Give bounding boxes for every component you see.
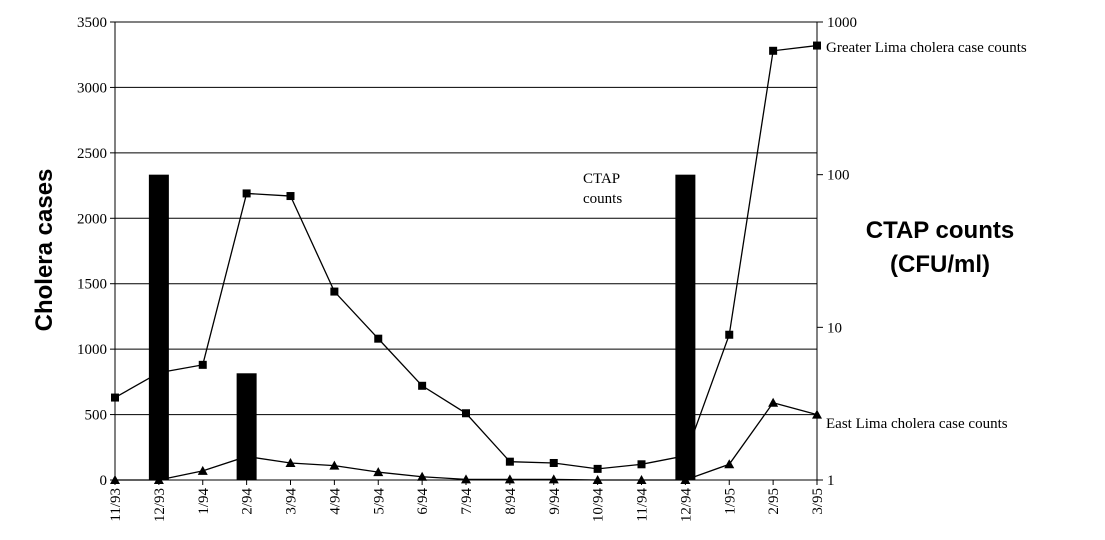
x-tick-label: 11/94 xyxy=(635,488,651,522)
marker xyxy=(154,368,163,377)
marker xyxy=(373,467,384,477)
bar xyxy=(148,174,169,480)
marker xyxy=(153,475,164,484)
y-tick-label: 1000 xyxy=(77,342,107,358)
series-label: CTAP counts xyxy=(583,171,622,207)
y2-tick-label: 1 xyxy=(827,473,835,489)
marker xyxy=(680,475,691,484)
x-tick-label: 12/94 xyxy=(678,488,694,523)
marker xyxy=(812,409,822,419)
x-tick-label: 2/94 xyxy=(240,488,256,515)
marker xyxy=(681,451,690,460)
marker xyxy=(769,46,778,55)
marker xyxy=(549,458,558,467)
marker xyxy=(330,287,339,296)
marker xyxy=(197,465,208,475)
x-tick-label: 3/94 xyxy=(284,488,300,515)
x-tick-label: 11/93 xyxy=(108,488,124,522)
marker xyxy=(285,457,296,467)
series-label: counts xyxy=(583,191,622,207)
marker xyxy=(329,460,340,470)
marker xyxy=(286,192,295,201)
marker xyxy=(462,409,470,418)
marker xyxy=(110,475,120,484)
y-tick-label: 0 xyxy=(100,473,108,489)
marker xyxy=(593,464,602,473)
x-tick-label: 12/93 xyxy=(152,488,168,522)
y-tick-label: 500 xyxy=(85,408,108,424)
y2-tick-label: 1000 xyxy=(827,15,857,31)
marker xyxy=(242,189,251,198)
marker xyxy=(725,330,734,339)
marker xyxy=(198,360,207,369)
x-tick-label: 1/95 xyxy=(722,488,738,515)
line xyxy=(114,44,818,470)
x-tick-label: 9/94 xyxy=(547,488,563,515)
y2-tick-label: 100 xyxy=(827,168,850,184)
x-tick-label: 1/94 xyxy=(196,488,212,515)
y-tick-label: 3500 xyxy=(77,15,107,31)
marker xyxy=(637,460,646,469)
y2-axis-title: (CFU/ml) xyxy=(890,251,990,278)
marker xyxy=(724,459,735,469)
marker xyxy=(813,41,821,50)
x-tick-label: 4/94 xyxy=(327,488,343,515)
series-label: East Lima cholera case counts xyxy=(826,416,1008,432)
marker xyxy=(505,457,514,466)
marker xyxy=(461,474,471,484)
series-label: Greater Lima cholera case counts xyxy=(826,40,1027,56)
bar xyxy=(675,174,696,480)
y2-tick-label: 10 xyxy=(827,320,842,336)
y-axis-title: Cholera cases xyxy=(31,169,58,332)
marker xyxy=(768,397,779,407)
x-tick-label: 5/94 xyxy=(371,488,387,515)
marker xyxy=(418,381,427,390)
marker xyxy=(111,393,119,402)
y-tick-label: 2500 xyxy=(77,146,107,162)
marker xyxy=(592,475,603,484)
y-tick-label: 3000 xyxy=(77,80,107,96)
marker xyxy=(417,471,428,481)
y-tick-label: 2000 xyxy=(77,211,107,227)
y-tick-label: 1500 xyxy=(77,277,107,293)
marker xyxy=(374,334,383,343)
x-tick-label: 2/95 xyxy=(766,488,782,515)
bar xyxy=(236,373,257,480)
x-tick-label: 7/94 xyxy=(459,488,475,515)
marker xyxy=(548,474,559,484)
marker xyxy=(636,475,647,484)
x-tick-label: 3/95 xyxy=(810,488,826,515)
x-tick-label: 8/94 xyxy=(503,488,519,515)
marker xyxy=(241,451,252,461)
x-tick-label: 10/94 xyxy=(591,488,607,523)
x-tick-label: 6/94 xyxy=(415,488,431,515)
y2-axis-title: CTAP counts xyxy=(866,217,1014,244)
series-label: CTAP xyxy=(583,171,620,187)
marker xyxy=(504,474,515,484)
